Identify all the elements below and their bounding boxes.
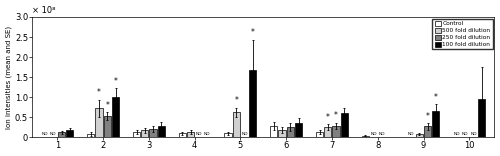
- Bar: [133, 132, 140, 137]
- Text: *: *: [106, 101, 109, 110]
- Legend: Control, 500 fold dilution, 250 fold dilution, 100 fold dilution: Control, 500 fold dilution, 250 fold dil…: [432, 19, 492, 49]
- Text: *: *: [326, 113, 330, 122]
- Bar: [187, 132, 194, 137]
- Text: ND: ND: [408, 132, 414, 136]
- Bar: [104, 116, 111, 137]
- Bar: [340, 113, 348, 137]
- Bar: [249, 70, 256, 137]
- Bar: [324, 127, 332, 137]
- Bar: [270, 126, 278, 137]
- Text: *: *: [426, 112, 430, 121]
- Text: ND: ND: [378, 132, 385, 136]
- Text: ND: ND: [454, 132, 460, 136]
- Text: ND: ND: [50, 132, 56, 136]
- Text: *: *: [114, 77, 117, 86]
- Bar: [278, 130, 285, 137]
- Bar: [424, 127, 432, 137]
- Text: ND: ND: [204, 132, 210, 136]
- Text: ND: ND: [470, 132, 476, 136]
- Text: ND: ND: [462, 132, 468, 136]
- Bar: [432, 111, 440, 137]
- Text: ND: ND: [196, 132, 202, 136]
- Y-axis label: Ion intensities (mean and SE): Ion intensities (mean and SE): [6, 26, 12, 129]
- Bar: [416, 134, 423, 137]
- Bar: [112, 97, 119, 137]
- Bar: [87, 134, 94, 137]
- Bar: [58, 132, 65, 137]
- Bar: [96, 108, 102, 137]
- Bar: [232, 112, 240, 137]
- Bar: [224, 133, 232, 137]
- Text: ND: ND: [370, 132, 377, 136]
- Bar: [316, 132, 324, 137]
- Bar: [286, 127, 294, 137]
- Bar: [478, 99, 486, 137]
- Text: ND: ND: [242, 132, 248, 136]
- Bar: [158, 126, 165, 137]
- Bar: [332, 126, 340, 137]
- Text: *: *: [234, 96, 238, 105]
- Bar: [295, 123, 302, 137]
- Text: ND: ND: [42, 132, 48, 136]
- Text: *: *: [97, 88, 101, 97]
- Bar: [362, 136, 369, 137]
- Bar: [178, 133, 186, 137]
- Text: *: *: [251, 28, 255, 37]
- Text: *: *: [434, 93, 438, 102]
- Text: *: *: [334, 111, 338, 120]
- Bar: [66, 130, 74, 137]
- Text: × 10⁸: × 10⁸: [32, 6, 56, 15]
- Bar: [141, 130, 148, 137]
- Bar: [150, 129, 156, 137]
